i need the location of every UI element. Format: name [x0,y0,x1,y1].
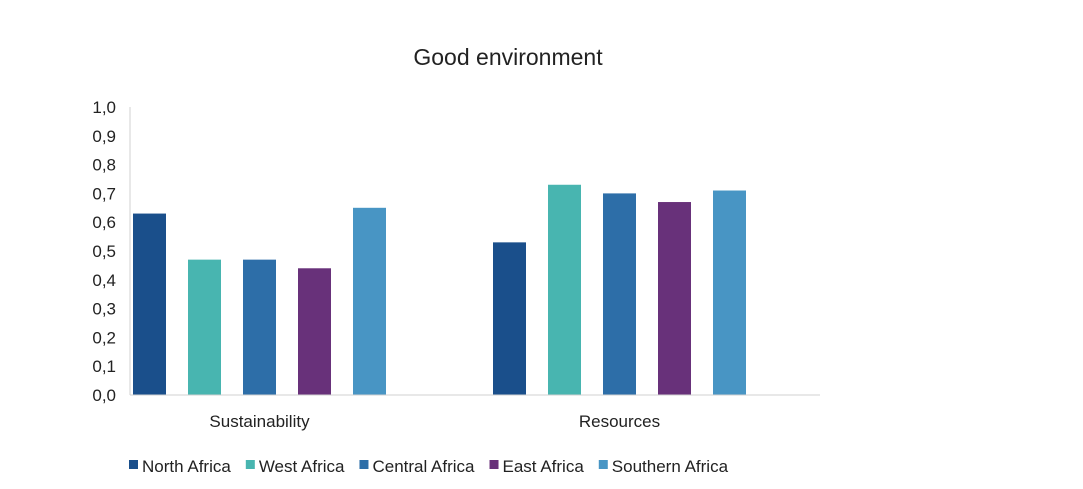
legend-label: Southern Africa [612,457,729,476]
bar-southern-africa-sustainability [353,207,386,395]
legend-item: East Africa [489,457,585,476]
y-tick-label: 0,3 [92,300,116,319]
legend-label: Central Africa [372,457,475,476]
legend-item: Central Africa [359,457,475,476]
legend-item: Southern Africa [598,457,729,476]
y-tick-label: 0,1 [92,357,116,376]
y-axis: 0,0 0,1 0,2 0,3 0,4 0,5 0,6 0,7 0,8 0,9 1,0 [92,98,131,405]
y-tick-label: 0,7 [92,184,116,203]
legend-swatch [359,460,369,469]
bar-southern-africa-resources [713,190,746,395]
bar-north-africa-sustainability [133,213,166,395]
y-tick-label: 0,5 [92,242,116,261]
bar-central-africa-sustainability [243,259,276,395]
bar-east-africa-sustainability [298,268,331,395]
y-tick-label: 0,4 [92,271,116,290]
legend-label: North Africa [142,457,231,476]
legend-swatch [129,460,138,469]
legend-label: West Africa [259,457,345,476]
bar-west-africa-resources [548,184,581,395]
y-tick-label: 1,0 [92,98,116,117]
legend-swatch [489,460,499,469]
y-tick-label: 0,2 [92,328,116,347]
x-tick-label: Sustainability [209,412,310,431]
bar-north-africa-resources [493,242,526,395]
legend-swatch [245,460,255,469]
legend-item: West Africa [245,457,345,476]
y-tick-label: 0,9 [92,127,116,146]
chart-title: Good environment [413,44,603,70]
bar-west-africa-sustainability [188,259,221,395]
legend: North Africa West Africa Central Africa Eas… [129,457,729,476]
x-tick-label: Resources [579,412,660,431]
bar-east-africa-resources [658,202,691,395]
legend-label: East Africa [503,457,585,476]
legend-swatch [598,460,608,469]
legend-item: North Africa [129,457,231,476]
bar-central-africa-resources [603,193,636,395]
x-axis: Sustainability Resources [130,394,820,431]
y-tick-label: 0,8 [92,156,116,175]
bars [133,184,746,395]
y-tick-label: 0,0 [92,386,116,405]
y-tick-label: 0,6 [92,213,116,232]
